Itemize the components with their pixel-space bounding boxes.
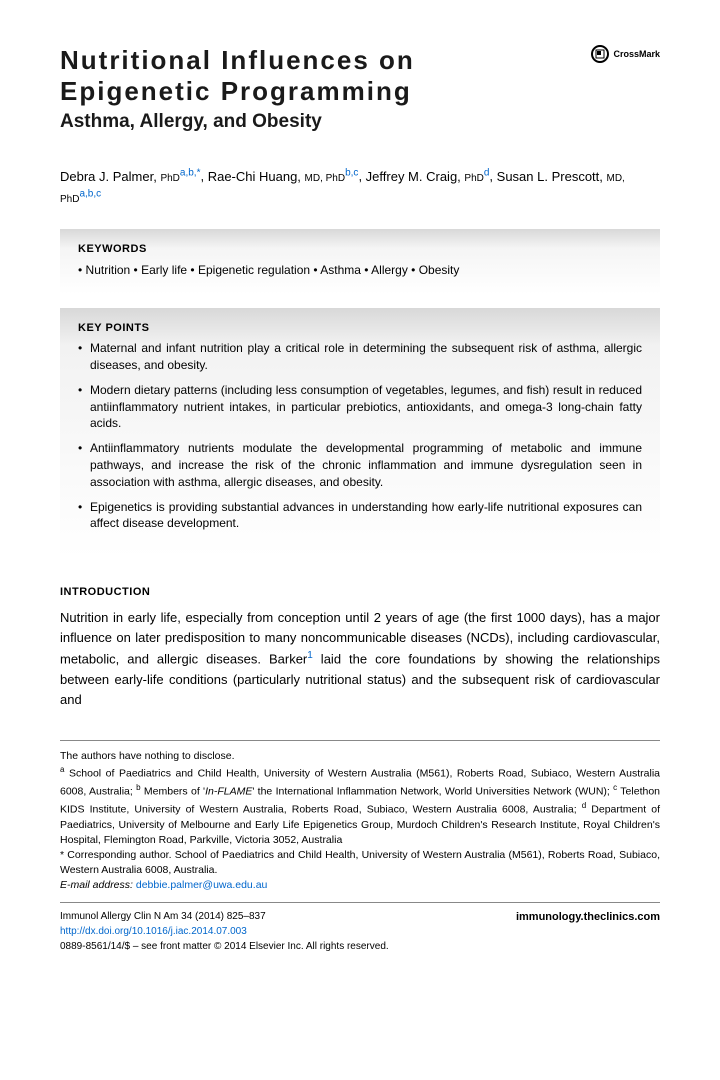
corresponding-author: * Corresponding author. School of Paedia… [60, 848, 660, 878]
affiliations-text: a School of Paediatrics and Child Health… [60, 764, 660, 848]
keypoints-heading: KEY POINTS [78, 322, 642, 334]
crossmark-icon [591, 45, 609, 63]
introduction-heading: INTRODUCTION [60, 586, 660, 598]
author: Jeffrey M. Craig, PhDd [366, 169, 490, 184]
doi-link[interactable]: http://dx.doi.org/10.1016/j.iac.2014.07.… [60, 924, 516, 939]
keypoint-item: Maternal and infant nutrition play a cri… [78, 340, 642, 374]
keypoint-item: Antiinflammatory nutrients modulate the … [78, 440, 642, 490]
disclosure-line: The authors have nothing to disclose. [60, 749, 660, 764]
journal-citation: Immunol Allergy Clin N Am 34 (2014) 825–… [60, 909, 516, 924]
keypoints-list: Maternal and infant nutrition play a cri… [78, 340, 642, 532]
keywords-box: KEYWORDS • Nutrition • Early life • Epig… [60, 229, 660, 294]
journal-site[interactable]: immunology.theclinics.com [516, 909, 660, 954]
author-list: Debra J. Palmer, PhDa,b,*, Rae-Chi Huang… [60, 165, 660, 207]
keywords-heading: KEYWORDS [78, 243, 642, 255]
keypoint-item: Epigenetics is providing substantial adv… [78, 499, 642, 533]
keywords-line: • Nutrition • Early life • Epigenetic re… [78, 261, 642, 280]
author: Debra J. Palmer, PhDa,b,* [60, 169, 200, 184]
article-title-line2: Epigenetic Programming [60, 76, 415, 107]
footnotes-block: The authors have nothing to disclose. a … [60, 740, 660, 893]
crossmark-label: CrossMark [613, 49, 660, 59]
journal-info-block: Immunol Allergy Clin N Am 34 (2014) 825–… [60, 902, 660, 954]
email-link[interactable]: debbie.palmer@uwa.edu.au [136, 879, 268, 891]
email-label: E-mail address: [60, 879, 133, 891]
author: Rae-Chi Huang, MD, PhDb,c [208, 169, 359, 184]
article-subtitle: Asthma, Allergy, and Obesity [60, 111, 415, 133]
keypoints-box: KEY POINTS Maternal and infant nutrition… [60, 308, 660, 558]
copyright-line: 0889-8561/14/$ – see front matter © 2014… [60, 939, 516, 954]
introduction-paragraph: Nutrition in early life, especially from… [60, 608, 660, 710]
crossmark-badge[interactable]: CrossMark [591, 45, 660, 63]
article-title-line1: Nutritional Influences on [60, 45, 415, 76]
keypoint-item: Modern dietary patterns (including less … [78, 382, 642, 432]
